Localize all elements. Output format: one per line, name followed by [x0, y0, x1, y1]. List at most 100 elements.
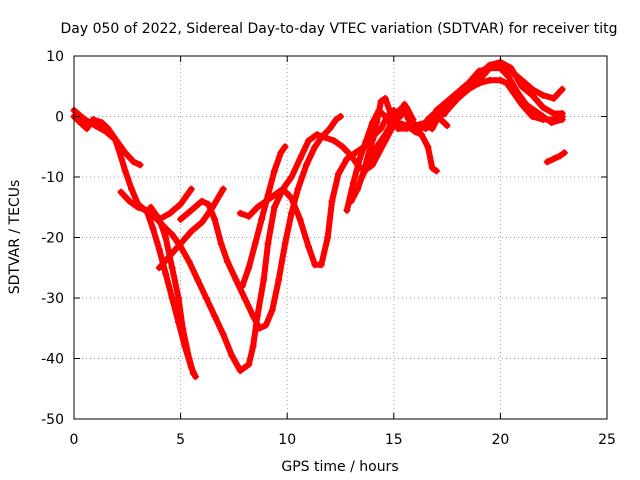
data-point — [245, 212, 253, 220]
y-tick-label: -30 — [41, 291, 64, 307]
data-point — [115, 146, 123, 154]
data-point — [168, 264, 176, 272]
data-point — [377, 97, 385, 105]
data-point — [260, 276, 268, 284]
data-point — [177, 215, 185, 223]
data-point — [155, 246, 163, 254]
data-point — [277, 149, 285, 157]
data-point — [375, 106, 383, 114]
y-tick-label: 0 — [55, 110, 64, 126]
data-point — [390, 106, 398, 114]
data-point — [147, 203, 155, 211]
data-point — [305, 137, 313, 145]
data-point — [162, 270, 170, 278]
data-point — [539, 113, 547, 120]
data-point — [302, 161, 310, 169]
series-trace — [239, 143, 289, 289]
data-point — [550, 109, 558, 117]
data-point — [371, 131, 379, 139]
data-point — [505, 73, 513, 81]
data-point — [198, 218, 206, 226]
data-point — [550, 155, 558, 163]
data-point — [322, 134, 330, 142]
data-point — [189, 370, 197, 378]
data-point — [418, 131, 426, 139]
data-point — [375, 149, 383, 157]
data-point — [362, 137, 370, 145]
data-point — [136, 161, 144, 169]
data-point — [262, 197, 270, 205]
data-point — [251, 240, 259, 248]
data-point — [166, 209, 174, 217]
data-point — [149, 224, 157, 232]
data-point — [228, 351, 236, 359]
data-point — [556, 152, 564, 160]
data-point — [183, 191, 191, 199]
data-point — [409, 116, 417, 124]
data-point — [249, 312, 257, 320]
data-point — [531, 106, 539, 114]
data-point — [211, 215, 219, 223]
series-7 — [177, 113, 344, 332]
data-point — [185, 258, 193, 266]
data-point — [332, 116, 340, 124]
data-point — [486, 76, 494, 84]
data-point — [281, 240, 289, 248]
data-point — [219, 330, 227, 338]
data-point — [354, 185, 362, 193]
data-point — [432, 116, 440, 124]
data-point — [324, 234, 332, 241]
data-point — [432, 167, 440, 175]
data-point — [202, 294, 210, 302]
data-point — [174, 294, 182, 302]
data-point — [166, 252, 174, 260]
data-point — [245, 264, 253, 272]
y-tick-label: -50 — [41, 412, 64, 428]
data-point — [245, 361, 253, 369]
data-point — [279, 185, 287, 193]
y-tick-label: 10 — [46, 49, 64, 65]
data-point — [162, 234, 170, 241]
data-point — [381, 94, 389, 102]
data-point — [258, 215, 266, 223]
data-point — [219, 185, 227, 193]
data-point — [111, 134, 119, 142]
data-point — [287, 209, 295, 217]
data-point — [83, 125, 91, 133]
series-trace — [454, 65, 566, 126]
data-point — [522, 100, 530, 108]
data-point — [281, 143, 289, 151]
tick-labels: 0 5 10 15 20 25 -50 -40 -30 -20 -10 0 10 — [41, 49, 616, 448]
data-point — [334, 170, 342, 178]
data-point — [422, 125, 430, 133]
x-tick-label: 20 — [491, 432, 509, 448]
data-point — [475, 76, 483, 84]
data-point — [337, 113, 344, 120]
data-point — [142, 206, 150, 214]
data-point — [179, 324, 187, 332]
data-point — [253, 203, 261, 211]
data-point — [548, 119, 556, 127]
data-point — [155, 215, 163, 223]
data-point — [130, 158, 138, 166]
plot-series — [70, 58, 568, 381]
data-point — [366, 143, 374, 151]
data-point — [360, 167, 368, 175]
data-point — [168, 294, 176, 302]
data-point — [486, 64, 494, 72]
data-point — [351, 149, 359, 157]
data-point — [330, 137, 338, 145]
x-tick-label: 10 — [278, 432, 296, 448]
series-15 — [454, 64, 566, 127]
series-trace — [147, 204, 197, 377]
data-point — [311, 143, 319, 151]
data-point — [185, 355, 193, 362]
data-point — [428, 164, 436, 172]
series-trace — [544, 149, 568, 165]
data-point — [343, 155, 351, 163]
data-point — [104, 125, 112, 133]
axis-ticks — [73, 55, 608, 420]
data-point — [128, 185, 136, 193]
data-point — [89, 116, 97, 124]
